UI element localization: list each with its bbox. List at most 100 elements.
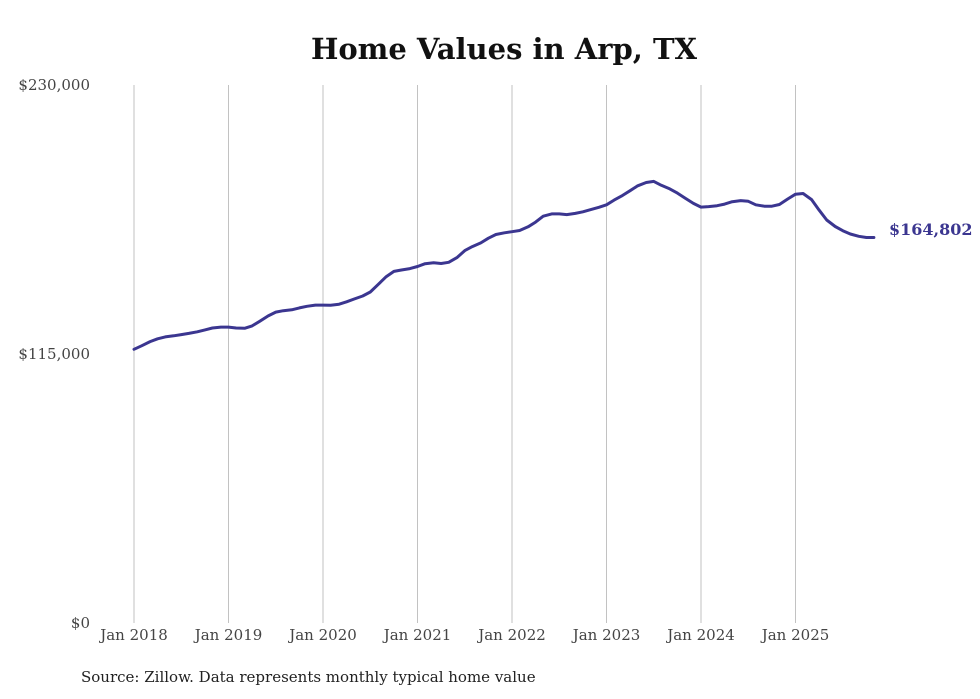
data-point [235,327,238,330]
data-point [274,311,277,314]
data-point [534,221,537,224]
data-point [810,198,813,201]
data-point [636,184,639,187]
data-point [133,348,136,351]
data-point [385,275,388,278]
y-axis-tick-labels: $0 $115,000 $230,000 [18,76,90,632]
data-point [258,320,261,323]
data-point [857,235,860,238]
y-tick-label-0: $0 [71,614,90,632]
data-point [345,300,348,303]
data-point [409,267,412,270]
series-layer [132,179,876,351]
data-point [660,184,663,187]
data-point [865,236,868,239]
data-point [731,200,734,203]
data-point [361,295,364,298]
x-tick-label-7: Jan 2025 [760,626,830,644]
data-point [187,332,190,335]
data-point [211,327,214,330]
data-point [542,215,545,218]
data-point [692,202,695,205]
x-tick-label-6: Jan 2024 [665,626,735,644]
data-point [652,180,655,183]
x-tick-label-1: Jan 2019 [193,626,263,644]
data-point [282,309,285,312]
data-point [668,188,671,191]
data-point [369,291,372,294]
data-point [582,210,585,213]
data-point [794,193,797,196]
data-point [487,237,490,240]
data-point [645,181,648,184]
data-point [707,205,710,208]
data-point [400,269,403,272]
data-point [196,330,199,333]
grid-lines [133,85,796,623]
data-point [503,231,506,234]
data-point [424,262,427,265]
end-value-label: $164,802 [889,220,973,239]
data-point [180,333,183,336]
data-point [479,242,482,245]
y-tick-label-2: $230,000 [18,76,90,94]
data-point [739,199,742,202]
data-point [306,305,309,308]
data-point [723,203,726,206]
data-point [778,203,781,206]
data-point [825,219,828,222]
data-point [471,245,474,248]
data-point [149,340,152,343]
data-point [393,270,396,273]
data-point [834,225,837,228]
x-axis-tick-labels: Jan 2018 Jan 2019 Jan 2020 Jan 2021 Jan 2022… [98,626,829,644]
data-point [432,261,435,264]
data-point [290,308,293,311]
data-point [550,213,553,216]
data-point [298,307,301,310]
data-point [322,304,325,307]
y-tick-label-1: $115,000 [18,345,90,363]
data-point [763,205,766,208]
data-point [574,212,577,215]
data-point [613,199,616,202]
series-line-0 [132,179,876,351]
data-point [376,283,379,286]
data-point [338,303,341,306]
data-point [605,203,608,206]
data-point [314,304,317,307]
data-point [818,209,821,212]
data-point [204,329,207,332]
data-point [598,206,601,209]
x-tick-label-5: Jan 2023 [571,626,641,644]
data-point [754,203,757,206]
data-point [716,204,719,207]
data-point [558,213,561,216]
data-point [802,192,805,195]
data-point [463,249,466,252]
data-point [156,337,159,340]
data-point [684,197,687,200]
data-point [700,206,703,209]
data-point [629,189,632,192]
source-note: Source: Zillow. Data represents monthly … [81,668,536,686]
data-point [440,262,443,265]
data-point [873,236,876,239]
x-tick-label-0: Jan 2018 [98,626,168,644]
data-point [353,298,356,301]
data-point [518,229,521,232]
data-point [243,327,246,330]
data-point [787,198,790,201]
x-tick-label-3: Jan 2021 [382,626,452,644]
data-point [849,233,852,236]
data-point [220,326,223,329]
data-point [172,334,175,337]
data-point [447,261,450,264]
data-point [456,256,459,259]
data-point [495,233,498,236]
data-point [621,194,624,197]
data-point [771,205,774,208]
data-point [589,208,592,211]
data-point [164,336,167,339]
